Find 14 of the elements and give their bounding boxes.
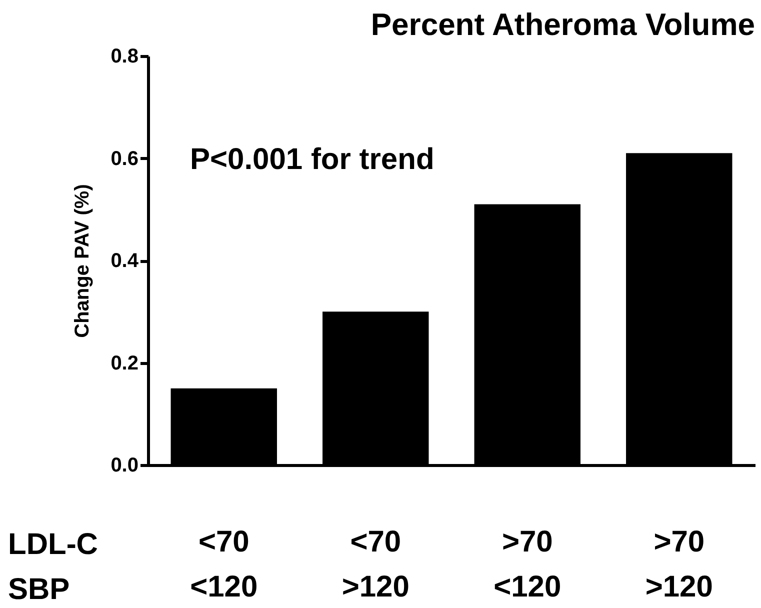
x-tick-label: <70 >120	[342, 526, 410, 604]
y-tick-label: 0.4	[110, 250, 140, 272]
x-tick-label: >70 >120	[645, 526, 713, 604]
y-tick-label: 0.8	[110, 46, 138, 68]
annotation: P<0.001 for trend	[190, 143, 434, 176]
chart-title: Percent Atheroma Volume	[370, 7, 755, 42]
y-tick-label: 0.2	[110, 352, 138, 374]
x-tick-label: >70 <120	[494, 526, 562, 604]
text: LDL-C	[8, 528, 98, 561]
y-tick-label: 0.6	[110, 148, 138, 170]
y-axis-title: Change PAV (%)	[72, 184, 94, 338]
x-tick-label: <70 <120	[190, 526, 258, 604]
y-tick-label: 0.0	[110, 454, 138, 476]
text: SBP	[8, 573, 70, 606]
